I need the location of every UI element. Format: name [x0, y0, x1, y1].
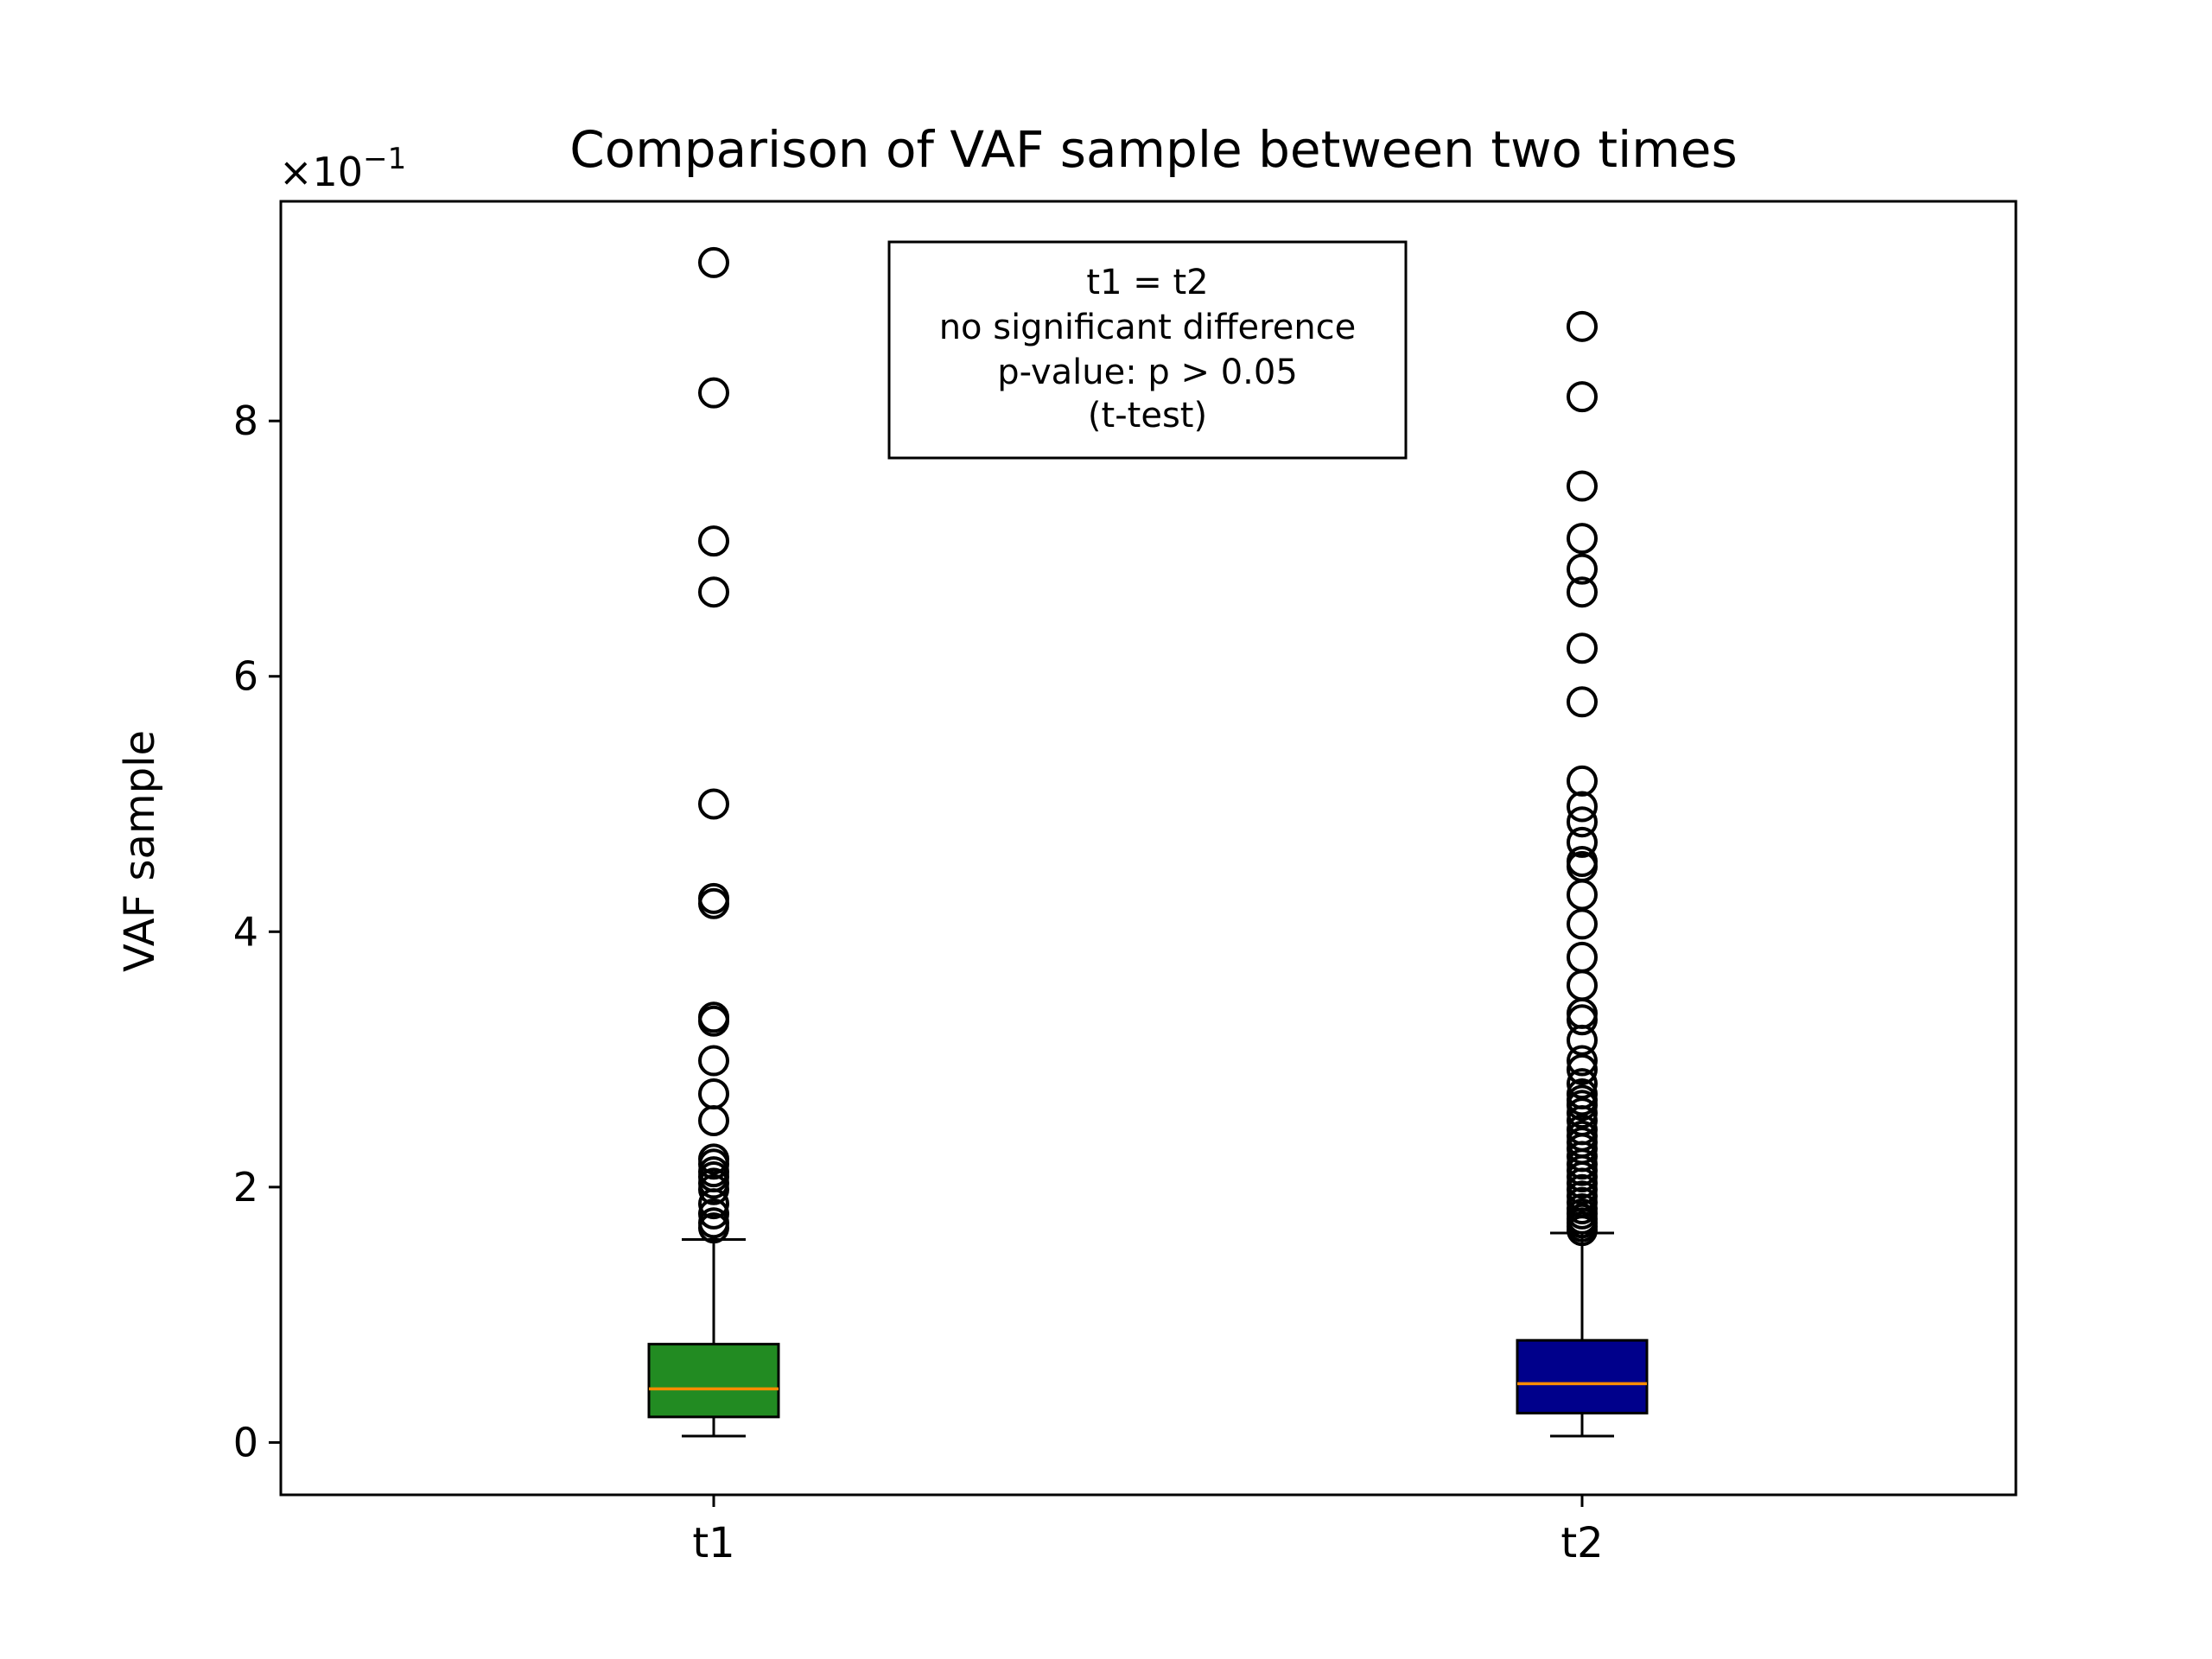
outlier-point — [1567, 826, 1598, 858]
outlier-point — [1567, 1053, 1598, 1085]
outlier-point — [1567, 941, 1598, 973]
outlier-point — [1567, 381, 1598, 413]
outlier-point — [1567, 1004, 1598, 1036]
outlier-point — [1567, 523, 1598, 555]
outlier-point — [1567, 470, 1598, 502]
chart-title: Comparison of VAF sample between two tim… — [569, 120, 1737, 179]
outlier-point — [698, 1198, 729, 1230]
plot-area: 0 2 4 6 8 t1 t2 — [233, 246, 1649, 1567]
y-tick-label: 4 — [233, 908, 258, 955]
outlier-point — [698, 887, 729, 919]
outlier-point — [698, 1005, 729, 1037]
outlier-point — [1567, 686, 1598, 718]
outlier-point — [698, 1173, 729, 1205]
outlier-point — [698, 1148, 729, 1180]
annotation-box: t1 = t2 no significant difference p-valu… — [887, 240, 1408, 460]
box-t2 — [1516, 1338, 1649, 1414]
outlier-point — [1567, 908, 1598, 940]
outlier-point — [698, 788, 729, 820]
x-tick-label: t2 — [1560, 1519, 1603, 1567]
annotation-frame — [887, 240, 1408, 460]
outlier-point — [698, 1105, 729, 1137]
y-tick-label: 2 — [233, 1164, 258, 1211]
x-tick-label: t1 — [692, 1519, 734, 1567]
outlier-point — [1567, 1090, 1598, 1122]
outlier-point — [698, 1212, 729, 1244]
outlier-point — [1567, 1045, 1598, 1077]
annotation-line-1: t1 = t2 — [1086, 263, 1208, 302]
annotation-line-4: (t-test) — [1088, 396, 1207, 435]
y-axis-label: VAF sample — [116, 730, 164, 972]
outlier-point — [1567, 310, 1598, 342]
axes-frame — [279, 200, 2018, 1497]
outlier-point — [1567, 553, 1598, 585]
outlier-point — [698, 377, 729, 409]
y-tick-label: 6 — [233, 653, 258, 700]
outlier-point — [1567, 969, 1598, 1001]
outlier-point — [1567, 806, 1598, 838]
outlier-point — [698, 1188, 729, 1220]
outlier-point — [1567, 791, 1598, 823]
y-tick-label: 0 — [233, 1419, 258, 1465]
outlier-point — [1567, 879, 1598, 911]
outlier-point — [698, 1045, 729, 1077]
outlier-point — [1567, 1215, 1598, 1247]
outlier-point — [698, 246, 729, 278]
outlier-point — [1567, 576, 1598, 608]
annotation-line-3: p-value: p > 0.05 — [997, 353, 1298, 392]
outlier-point — [1567, 632, 1598, 664]
annotation-line-2: no significant difference — [939, 308, 1357, 347]
outlier-point — [698, 576, 729, 608]
outlier-point — [1567, 765, 1598, 797]
axis-multiplier: ×10−1 — [279, 142, 406, 195]
outlier-point — [698, 525, 729, 557]
outlier-point — [698, 1077, 729, 1109]
box-t1 — [647, 1343, 780, 1419]
outlier-point — [1567, 997, 1598, 1029]
y-tick-label: 8 — [233, 397, 258, 444]
